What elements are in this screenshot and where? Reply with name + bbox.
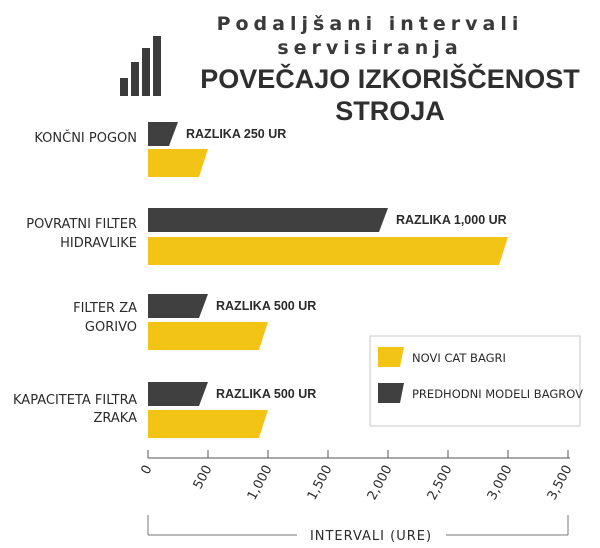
category-label: POVRATNI FILTER xyxy=(26,217,137,232)
category-labels: KONČNI POGON POVRATNI FILTER HIDRAVLIKE … xyxy=(13,130,137,426)
category-label: KONČNI POGON xyxy=(34,130,137,146)
bar-new-cat xyxy=(148,149,208,177)
x-axis: 0 500 1,000 1,500 2,000 2,500 3,000 3,500 xyxy=(138,450,576,503)
bar-previous-models xyxy=(148,294,208,318)
legend-swatch-new xyxy=(378,347,404,367)
legend: NOVI CAT BAGRI PREDHODNI MODELI BAGROV xyxy=(369,335,583,427)
category-label: ZRAKA xyxy=(94,411,138,426)
legend-label-new: NOVI CAT BAGRI xyxy=(412,351,506,365)
chart-title-line4: STROJA xyxy=(335,96,445,126)
bar-chart-icon xyxy=(120,36,161,96)
category-label: HIDRAVLIKE xyxy=(60,236,137,251)
x-tick-label: 0 xyxy=(138,463,155,477)
legend-swatch-old xyxy=(378,383,404,403)
bars xyxy=(148,122,508,438)
difference-annotation: RAZLIKA 250 UR xyxy=(186,127,286,141)
difference-annotation: RAZLIKA 500 UR xyxy=(216,387,316,401)
x-tick-label: 2,500 xyxy=(425,463,456,503)
category-label: GORIVO xyxy=(85,320,137,335)
bar-new-cat xyxy=(148,322,268,350)
difference-annotation: RAZLIKA 500 UR xyxy=(216,299,316,313)
category-label: KAPACITETA FILTRA xyxy=(13,393,137,408)
x-axis-label-bracket xyxy=(147,515,569,536)
legend-label-old: PREDHODNI MODELI BAGROV xyxy=(412,387,583,401)
bar-previous-models xyxy=(148,122,178,146)
legend-box xyxy=(369,335,581,427)
x-axis-label: INTERVALI (URE) xyxy=(310,529,432,544)
chart-title-line3: POVEČAJO IZKORIŠČENOST xyxy=(200,63,580,94)
bar-new-cat xyxy=(148,237,508,265)
chart-title-line2: servisiranja xyxy=(277,37,462,59)
x-tick-label: 3,500 xyxy=(545,463,576,503)
x-tick-label: 1,000 xyxy=(245,463,276,503)
x-tick-label: 3,000 xyxy=(485,463,516,503)
x-tick-label: 1,500 xyxy=(305,463,336,503)
x-tick-label: 2,000 xyxy=(365,463,396,503)
difference-annotation: RAZLIKA 1,000 UR xyxy=(396,213,507,227)
chart-title-line1: Podaljšani intervali xyxy=(217,13,524,35)
bar-new-cat xyxy=(148,410,268,438)
bar-previous-models xyxy=(148,208,388,232)
bar-previous-models xyxy=(148,382,208,406)
annotations: RAZLIKA 250 UR RAZLIKA 1,000 UR RAZLIKA 50… xyxy=(186,127,507,401)
x-tick-label: 500 xyxy=(191,463,216,492)
category-label: FILTER ZA xyxy=(73,301,137,316)
